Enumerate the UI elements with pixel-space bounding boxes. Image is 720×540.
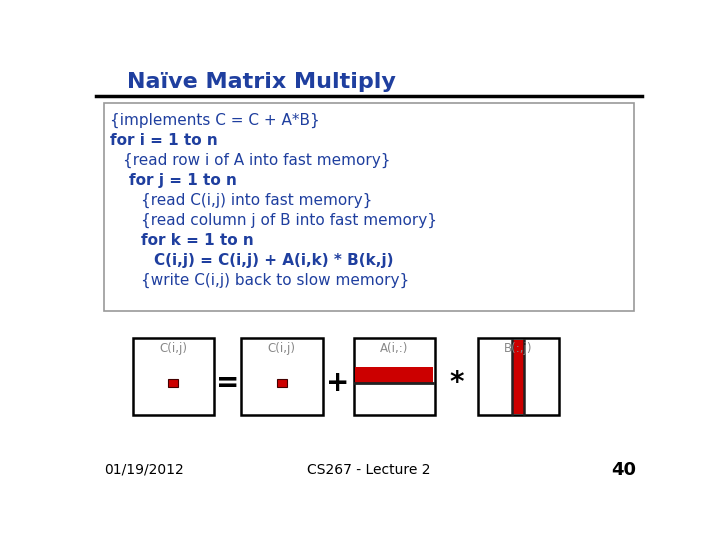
Text: {implements C = C + A*B}: {implements C = C + A*B} <box>110 113 320 128</box>
Text: for k = 1 to n: for k = 1 to n <box>141 233 254 248</box>
Bar <box>354 338 435 415</box>
Text: {write C(i,j) back to slow memory}: {write C(i,j) back to slow memory} <box>141 273 410 288</box>
Text: {read C(i,j) into fast memory}: {read C(i,j) into fast memory} <box>141 193 372 208</box>
Text: for j = 1 to n: for j = 1 to n <box>129 173 237 188</box>
Bar <box>241 338 323 415</box>
Text: {read column j of B into fast memory}: {read column j of B into fast memory} <box>141 213 437 228</box>
Text: A(i,:): A(i,:) <box>380 342 408 355</box>
Text: {read row i of A into fast memory}: {read row i of A into fast memory} <box>122 153 390 168</box>
Bar <box>477 338 559 415</box>
Text: +: + <box>326 369 350 397</box>
Bar <box>104 103 634 311</box>
Text: C(i,j): C(i,j) <box>159 342 187 355</box>
Bar <box>132 338 214 415</box>
Text: for i = 1 to n: for i = 1 to n <box>110 133 218 148</box>
Bar <box>168 379 179 387</box>
Text: C(i,j): C(i,j) <box>268 342 296 355</box>
Text: 01/19/2012: 01/19/2012 <box>104 463 184 477</box>
Text: =: = <box>216 369 239 397</box>
Text: Naïve Matrix Multiply: Naïve Matrix Multiply <box>127 72 396 92</box>
Bar <box>355 367 433 383</box>
Bar <box>512 340 524 414</box>
Text: 40: 40 <box>611 461 636 479</box>
Text: C(i,j) = C(i,j) + A(i,k) * B(k,j): C(i,j) = C(i,j) + A(i,k) * B(k,j) <box>153 253 393 268</box>
Bar <box>276 379 287 387</box>
Text: *: * <box>449 369 464 397</box>
Text: B(:,j): B(:,j) <box>504 342 532 355</box>
Text: CS267 - Lecture 2: CS267 - Lecture 2 <box>307 463 431 477</box>
